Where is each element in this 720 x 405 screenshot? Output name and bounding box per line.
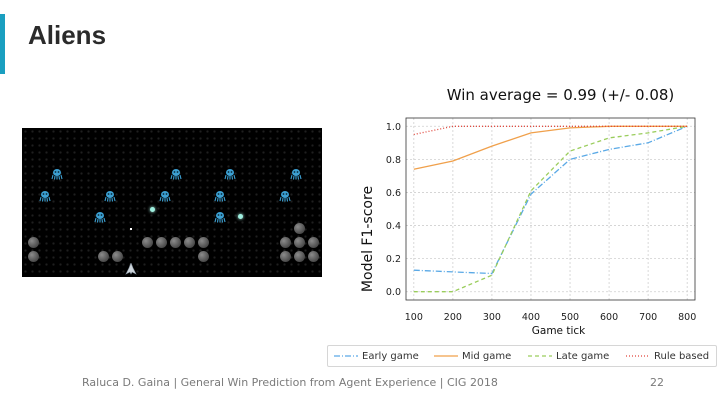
player-missile (130, 228, 132, 230)
x-tick-label: 200 (444, 312, 462, 323)
legend-item-mid: Mid game (434, 349, 511, 363)
shield-block (156, 237, 167, 248)
x-tick-label: 300 (483, 312, 501, 323)
series-line-rule-based (413, 125, 688, 136)
shield-block (198, 251, 209, 262)
plot-frame (405, 117, 696, 301)
line-chart-svg: 0.0 0.2 0.4 0.6 0.8 1.0 100 200 300 400 500 600 700 8… (360, 86, 696, 337)
alien-icon (170, 168, 182, 180)
shield-block (294, 251, 305, 262)
shield-block (308, 237, 319, 248)
x-tick-label: 800 (678, 312, 696, 323)
shield-block (142, 237, 153, 248)
x-tick-label: 400 (522, 312, 540, 323)
y-tick-label: 0.6 (386, 188, 401, 199)
legend-label: Rule based (654, 350, 710, 362)
y-tick-label: 0.8 (386, 155, 401, 166)
alien-icon (94, 211, 106, 223)
x-tick-label: 600 (600, 312, 618, 323)
series-line-early-game (413, 125, 688, 275)
x-tick-label: 100 (405, 312, 423, 323)
chart-legend: Early game Mid game Late game Rule based (327, 345, 717, 367)
alien-icon (104, 190, 116, 202)
alien-icon (214, 211, 226, 223)
alien-icon (214, 190, 226, 202)
shield-block (294, 223, 305, 234)
legend-label: Late game (556, 350, 610, 362)
legend-swatch (334, 355, 358, 357)
legend-swatch (434, 355, 458, 357)
shield-block (112, 251, 123, 262)
alien-icon (290, 168, 302, 180)
y-tick-label: 1.0 (386, 122, 401, 133)
series-line-late-game (413, 125, 688, 293)
legend-label: Early game (362, 350, 419, 362)
alien-icon (39, 190, 51, 202)
alien-icon (279, 190, 291, 202)
slide-footer: Raluca D. Gaina | General Win Prediction… (82, 376, 498, 389)
legend-item-rule: Rule based (626, 349, 709, 363)
alien-bomb (150, 207, 155, 212)
alien-bomb (238, 214, 243, 219)
y-tick-label: 0.4 (386, 221, 401, 232)
shield-block (98, 251, 109, 262)
legend-label: Mid game (462, 350, 512, 362)
shield-block (308, 251, 319, 262)
slide-title: Aliens (28, 20, 107, 50)
alien-icon (224, 168, 236, 180)
f1-score-chart: 0.0 0.2 0.4 0.6 0.8 1.0 100 200 300 400 500 600 700 8… (356, 80, 720, 340)
game-background (22, 128, 322, 277)
legend-swatch (528, 355, 552, 357)
chart-title: Win average = 0.99 (+/- 0.08) (447, 86, 675, 104)
y-axis-label: Model F1-score (360, 186, 376, 292)
shield-block (198, 237, 209, 248)
game-screenshot (22, 128, 322, 277)
shield-block (170, 237, 181, 248)
shield-block (280, 237, 291, 248)
page-number: 22 (650, 376, 664, 389)
shield-block (294, 237, 305, 248)
x-tick-label: 700 (639, 312, 657, 323)
shield-block (28, 251, 39, 262)
legend-item-late: Late game (528, 349, 609, 363)
legend-swatch (626, 355, 650, 357)
alien-icon (51, 168, 63, 180)
x-axis-label: Game tick (532, 325, 586, 337)
spaceship-icon (125, 263, 137, 275)
x-tick-label: 500 (561, 312, 579, 323)
shield-block (280, 251, 291, 262)
legend-item-early: Early game (334, 349, 419, 363)
shield-block (28, 237, 39, 248)
y-tick-label: 0.0 (386, 287, 401, 298)
y-tick-label: 0.2 (386, 254, 401, 265)
title-accent-bar (0, 14, 5, 74)
alien-icon (159, 190, 171, 202)
shield-block (184, 237, 195, 248)
